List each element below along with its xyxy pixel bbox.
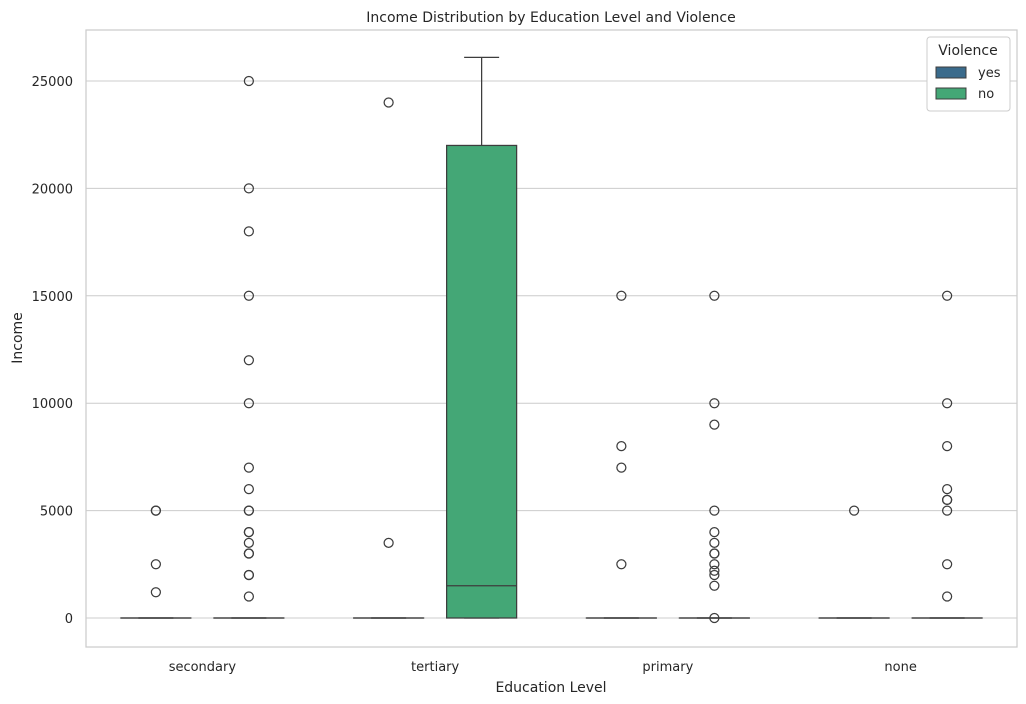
- outlier-point-0: [243, 75, 254, 87]
- grid-lines: [86, 80, 1017, 619]
- outlier-point-12: [709, 612, 720, 624]
- outlier-point-5: [942, 494, 953, 505]
- outlier-point-7: [243, 483, 254, 495]
- box-yes-primary: [585, 290, 657, 619]
- outlier-point-0: [849, 505, 860, 516]
- outlier-point-2: [150, 559, 161, 570]
- outlier-point-0: [942, 290, 953, 301]
- outlier-point-3: [942, 483, 953, 495]
- outlier-point-7: [709, 548, 720, 559]
- legend-items: yes no: [935, 66, 1001, 102]
- outlier-point-0: [383, 97, 394, 108]
- outlier-point-8: [942, 591, 953, 602]
- outlier-point-8: [709, 559, 720, 570]
- y-tick-label-15000: 15000: [32, 290, 73, 305]
- x-tick-label-secondary: secondary: [169, 660, 237, 675]
- y-tick-label-5000: 5000: [40, 505, 73, 520]
- box-series: [120, 56, 983, 624]
- outlier-point-14: [243, 548, 254, 559]
- outlier-point-7: [942, 559, 953, 570]
- legend-label-no: no: [978, 87, 994, 102]
- box-yes-none: [818, 505, 890, 619]
- outlier-point-5: [243, 398, 254, 409]
- y-tick-label-25000: 25000: [32, 75, 73, 90]
- box-rect: [446, 144, 518, 619]
- outlier-point-4: [709, 526, 720, 538]
- x-tick-label-tertiary: tertiary: [411, 660, 459, 675]
- box-no-tertiary: [446, 56, 518, 619]
- outlier-point-3: [150, 587, 161, 598]
- legend-swatch-no: [935, 87, 967, 100]
- outlier-point-12: [243, 537, 254, 548]
- x-tick-label-primary: primary: [642, 660, 693, 675]
- box-yes-secondary: [120, 505, 192, 619]
- x-axis-ticks: secondary tertiary primary none: [169, 660, 917, 675]
- outlier-point-3: [243, 290, 254, 301]
- chart-title: Income Distribution by Education Level a…: [366, 10, 735, 26]
- outlier-point-3: [709, 505, 720, 516]
- y-tick-label-0: 0: [65, 612, 73, 627]
- outlier-point-1: [616, 441, 627, 452]
- outlier-point-3: [616, 559, 627, 570]
- box-yes-tertiary: [353, 97, 425, 619]
- legend-swatch-yes: [935, 66, 967, 79]
- y-tick-label-10000: 10000: [32, 397, 73, 412]
- plot-frame: [85, 29, 1018, 648]
- outlier-point-2: [616, 462, 627, 473]
- outlier-point-1: [709, 398, 720, 409]
- outlier-point-10: [709, 569, 720, 581]
- outlier-point-1: [383, 537, 394, 548]
- outlier-point-1: [243, 183, 254, 194]
- outlier-point-5: [709, 537, 720, 548]
- legend: Violence yes no: [926, 36, 1011, 112]
- x-tick-label-none: none: [884, 660, 916, 675]
- outlier-point-2: [243, 226, 254, 237]
- outlier-point-11: [709, 580, 720, 591]
- outlier-point-1: [150, 505, 161, 516]
- y-axis-ticks: 0 5000 10000 15000 20000 25000: [32, 75, 73, 627]
- outlier-point-9: [709, 565, 720, 576]
- outlier-point-1: [942, 398, 953, 409]
- outlier-point-6: [942, 505, 953, 516]
- box-no-none: [911, 290, 983, 619]
- outlier-point-11: [243, 526, 254, 538]
- outlier-point-2: [709, 419, 720, 430]
- outlier-point-16: [243, 569, 254, 581]
- y-axis-label: Income: [10, 312, 26, 364]
- outlier-point-9: [243, 505, 254, 516]
- outlier-point-6: [243, 462, 254, 473]
- outlier-point-17: [243, 591, 254, 602]
- legend-title: Violence: [938, 43, 997, 59]
- box-no-primary: [678, 290, 750, 624]
- outlier-point-2: [942, 441, 953, 452]
- box-no-secondary: [213, 75, 285, 619]
- y-tick-label-20000: 20000: [32, 182, 73, 197]
- legend-label-yes: yes: [978, 66, 1001, 81]
- x-axis-label: Education Level: [495, 680, 606, 696]
- outlier-point-4: [243, 355, 254, 366]
- outlier-point-0: [709, 290, 720, 301]
- outlier-point-0: [616, 290, 627, 301]
